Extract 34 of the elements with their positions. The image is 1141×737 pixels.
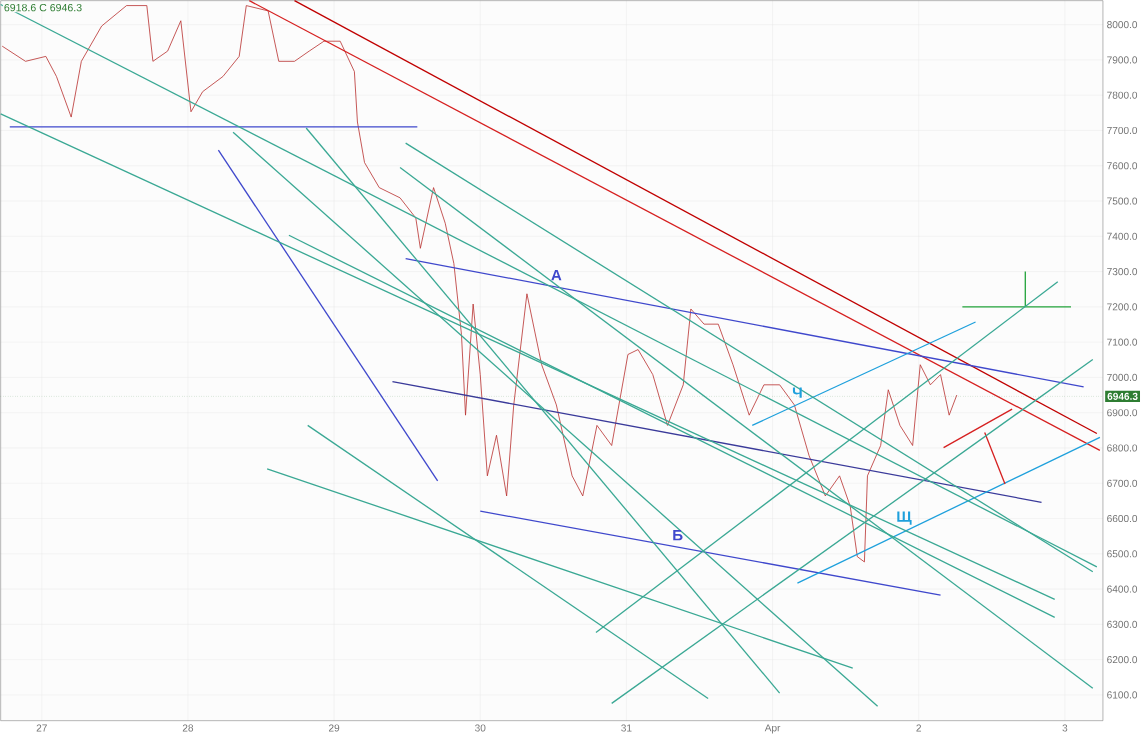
- y-tick-label: 8000.0: [1107, 21, 1138, 29]
- y-tick-label: 7400.0: [1107, 232, 1138, 240]
- annotation: А: [551, 269, 562, 281]
- y-tick-label: 6500.0: [1107, 550, 1138, 558]
- y-tick-label: 7800.0: [1107, 91, 1138, 99]
- annotation: Б: [673, 529, 683, 541]
- y-tick-label: 7300.0: [1107, 268, 1138, 276]
- x-tick-label: 29: [328, 724, 340, 732]
- x-tick-label: 27: [36, 724, 47, 732]
- y-tick-label: 7600.0: [1107, 162, 1138, 170]
- y-tick-label: 6800.0: [1107, 444, 1138, 452]
- y-tick-label: 7200.0: [1107, 303, 1138, 311]
- y-tick-label: 7100.0: [1107, 338, 1138, 346]
- y-tick-label: 6300.0: [1107, 620, 1138, 628]
- y-tick-label: 7700.0: [1107, 126, 1138, 135]
- y-tick-label: 6100.0: [1107, 691, 1138, 699]
- y-tick-label: 6700.0: [1107, 479, 1138, 487]
- ref-line-label: 6946.3: [1107, 392, 1138, 400]
- x-tick-label: 2: [916, 724, 922, 732]
- x-tick-label: 31: [621, 724, 632, 732]
- annotation: Щ: [897, 511, 912, 525]
- y-tick-label: 6900.0: [1107, 409, 1138, 417]
- y-tick-label: 6600.0: [1107, 514, 1138, 523]
- y-tick-label: 6200.0: [1107, 656, 1138, 664]
- y-tick-label: 7900.0: [1107, 56, 1138, 64]
- x-tick-label: 3: [1062, 724, 1068, 732]
- y-tick-label: 7500.0: [1107, 197, 1138, 205]
- annotation: 6918.6 C 6946.3: [4, 3, 82, 12]
- y-tick-label: 7000.0: [1107, 373, 1138, 381]
- x-tick-label: 28: [182, 724, 194, 732]
- annotation: Ч: [792, 387, 802, 398]
- x-tick-label: Apr: [764, 724, 781, 734]
- y-tick-label: 6400.0: [1107, 585, 1138, 593]
- x-tick-label: 30: [475, 724, 486, 732]
